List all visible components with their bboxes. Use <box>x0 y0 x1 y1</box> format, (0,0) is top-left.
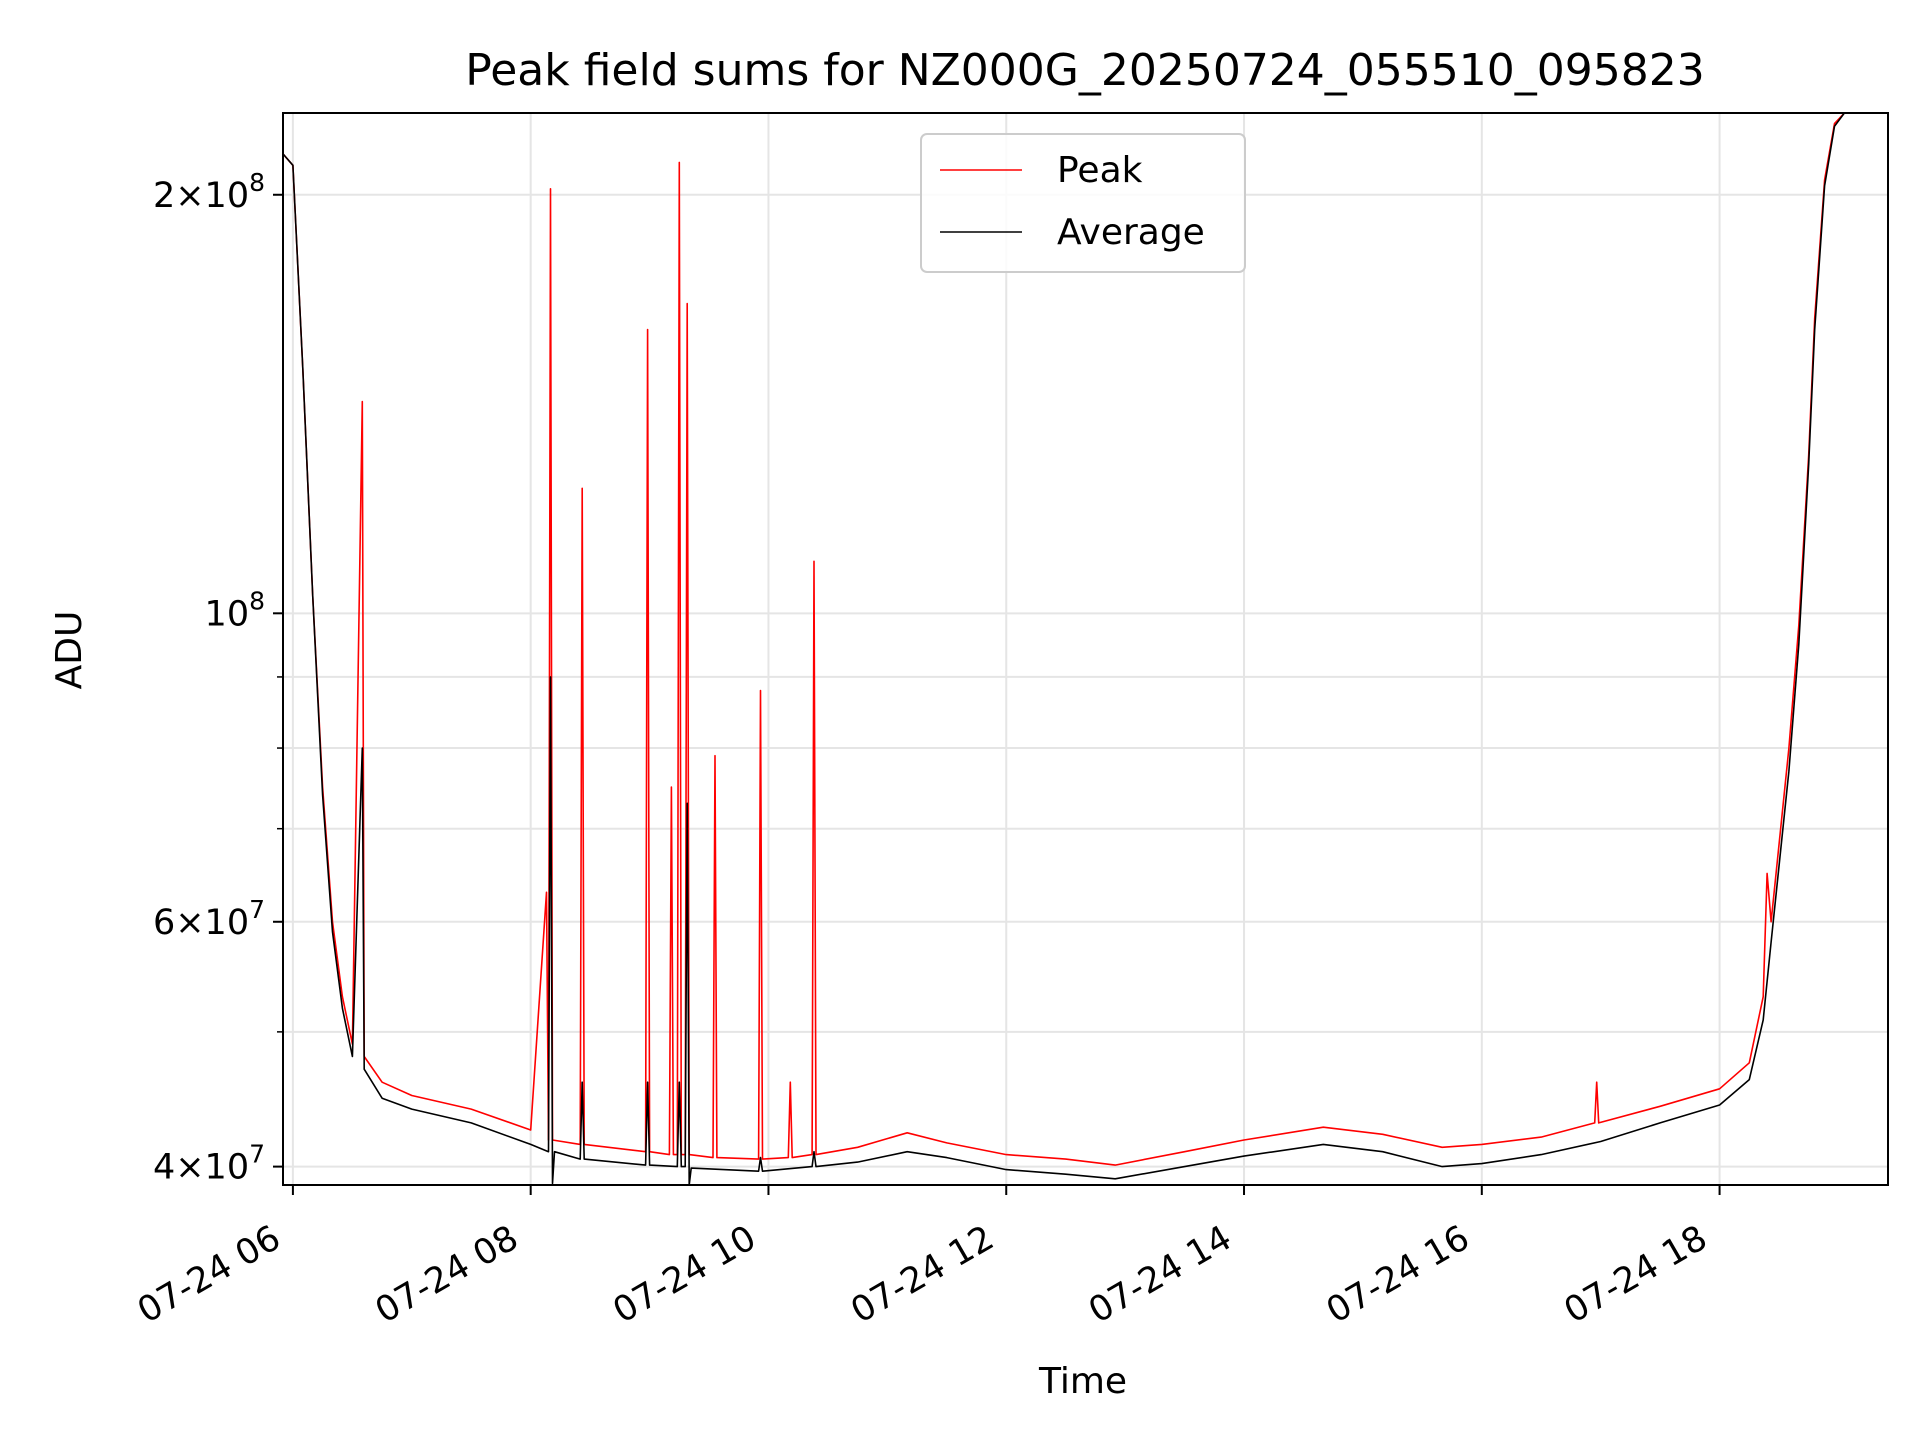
y-tick-label: 2×108 <box>153 168 265 216</box>
y-axis-label: ADU <box>49 611 90 690</box>
legend-label-peak: Peak <box>1057 150 1143 191</box>
series-layer <box>283 113 1888 1185</box>
chart-title: Peak field sums for NZ000G_20250724_0555… <box>465 45 1704 96</box>
y-tick-label: 4×107 <box>153 1140 265 1188</box>
x-axis-label: Time <box>1038 1361 1127 1402</box>
series-line-peak <box>283 113 1888 1166</box>
legend-box <box>920 133 1246 273</box>
y-tick-label: 108 <box>205 586 265 634</box>
legend: Peak Average <box>920 133 1246 273</box>
plot-frame <box>282 112 1889 1186</box>
y-axis: 4×107 6×107 108 2×108 <box>153 168 283 1188</box>
y-tick-label: 6×107 <box>153 895 265 943</box>
series-line-average <box>283 113 1888 1185</box>
legend-label-average: Average <box>1057 212 1205 253</box>
